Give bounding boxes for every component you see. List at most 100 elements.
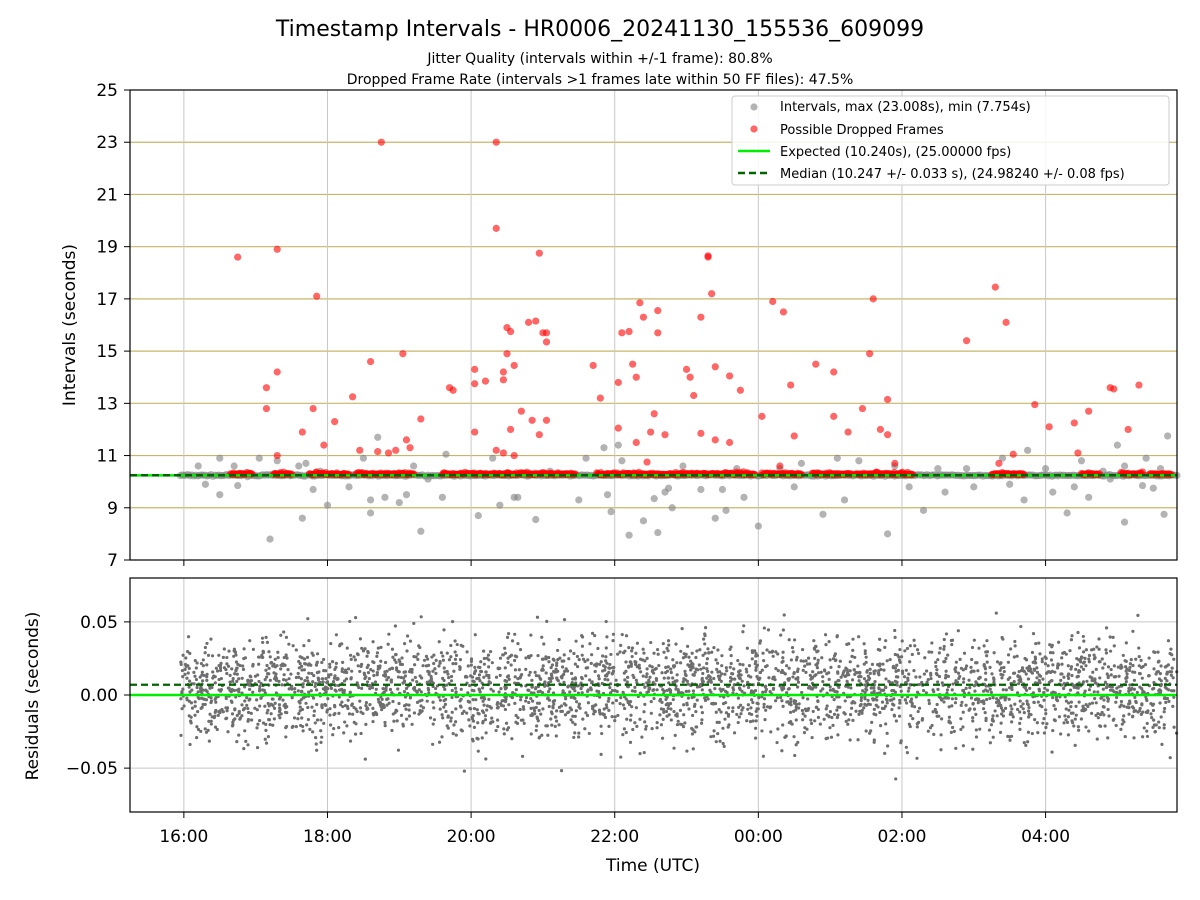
dropped-point — [524, 318, 533, 326]
residual-point — [942, 647, 946, 651]
residual-point — [686, 663, 690, 667]
residual-point — [253, 706, 257, 710]
residual-point — [431, 742, 435, 746]
residual-point — [988, 687, 992, 691]
residual-point — [1003, 706, 1008, 710]
residual-point — [884, 685, 888, 690]
residual-point — [691, 747, 695, 751]
residual-point — [1139, 658, 1143, 662]
residual-point — [431, 700, 435, 704]
residual-point — [736, 658, 740, 663]
residual-point — [775, 740, 779, 745]
residual-point — [343, 720, 347, 724]
residual-point — [841, 673, 845, 677]
residual-point — [514, 688, 518, 692]
dropped-point — [636, 299, 644, 307]
residual-point — [496, 706, 500, 710]
residual-point — [769, 730, 773, 734]
residual-point — [432, 718, 437, 722]
residual-point — [883, 704, 888, 708]
residual-point — [559, 704, 564, 708]
residual-point — [978, 675, 982, 679]
residual-point — [360, 662, 364, 666]
residual-point — [945, 688, 950, 692]
residual-point — [221, 710, 225, 714]
residual-point — [1042, 731, 1047, 735]
residual-point — [1132, 678, 1137, 682]
residual-point — [758, 676, 762, 680]
residual-point — [1151, 708, 1156, 713]
residual-point — [1079, 655, 1084, 659]
residual-point — [982, 699, 986, 704]
residual-point — [907, 686, 911, 690]
residual-point — [471, 739, 475, 743]
residual-point — [375, 651, 380, 655]
residual-point — [534, 674, 538, 678]
interval-point — [532, 515, 540, 524]
residual-point — [1022, 741, 1026, 745]
residual-point — [608, 666, 612, 670]
residual-point — [205, 678, 209, 682]
residual-point — [839, 675, 843, 679]
residual-point — [386, 642, 390, 646]
residual-point — [180, 668, 184, 673]
residual-point — [396, 669, 400, 674]
residual-point — [577, 705, 581, 709]
dropped-point — [273, 451, 281, 460]
residual-point — [801, 647, 805, 652]
residual-point — [738, 687, 742, 691]
residual-point — [378, 664, 382, 668]
residual-point — [800, 708, 805, 713]
residual-point — [434, 686, 438, 691]
residual-point — [1008, 738, 1012, 742]
residual-point — [633, 721, 637, 725]
top-ytick-label: 19 — [96, 238, 118, 258]
residual-point — [1019, 624, 1023, 629]
residual-point — [387, 632, 391, 636]
residual-point — [814, 673, 818, 677]
residual-point — [484, 731, 488, 735]
residual-point — [618, 702, 622, 706]
residual-point — [586, 688, 590, 692]
residual-point — [256, 673, 260, 677]
residual-point — [1079, 660, 1083, 664]
residual-point — [709, 678, 713, 682]
residual-point — [441, 716, 445, 720]
residual-point — [1027, 712, 1031, 716]
residual-point — [217, 653, 221, 657]
residual-point — [702, 637, 706, 641]
residual-point — [669, 707, 673, 711]
residual-point — [697, 663, 701, 667]
residual-point — [728, 647, 732, 651]
residual-point — [473, 665, 477, 669]
residual-point — [714, 710, 718, 714]
residual-point — [579, 687, 583, 691]
residual-point — [746, 680, 750, 684]
residual-point — [419, 710, 423, 714]
residual-point — [277, 679, 281, 683]
residual-point — [189, 721, 193, 725]
dropped-point — [384, 449, 393, 457]
residual-point — [213, 725, 218, 729]
residual-point — [836, 733, 840, 737]
residual-point — [606, 699, 610, 703]
residual-point — [644, 675, 648, 679]
residual-point — [1015, 654, 1019, 658]
residual-point — [241, 667, 246, 671]
residual-point — [1163, 676, 1167, 680]
residual-point — [232, 654, 236, 658]
residual-point — [1045, 688, 1050, 692]
residual-point — [404, 686, 409, 691]
residual-point — [468, 683, 472, 688]
residual-point — [304, 701, 308, 705]
residual-point — [862, 642, 866, 646]
residual-point — [589, 688, 593, 692]
residual-point — [199, 706, 203, 710]
residual-point — [892, 697, 896, 701]
residual-point — [334, 665, 338, 669]
residual-point — [487, 697, 491, 701]
residual-point — [1124, 641, 1128, 645]
residual-point — [209, 719, 213, 723]
residual-point — [669, 670, 673, 675]
residual-point — [774, 667, 778, 671]
